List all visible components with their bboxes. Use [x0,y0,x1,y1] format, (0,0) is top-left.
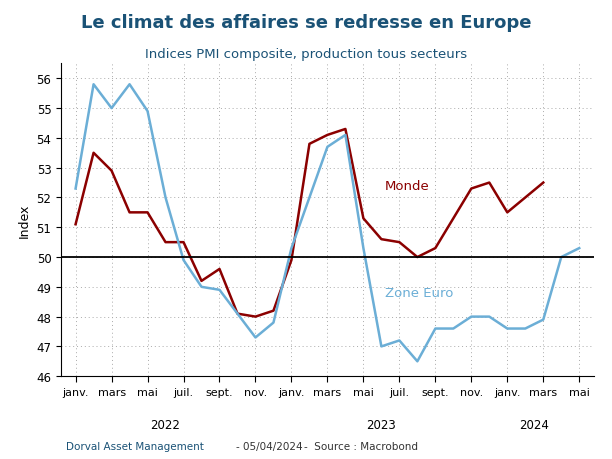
Text: Dorval Asset Management: Dorval Asset Management [65,441,204,451]
Y-axis label: Index: Index [18,203,31,237]
Text: 2022: 2022 [151,418,181,431]
Text: Monde: Monde [385,179,430,193]
Text: Indices PMI composite, production tous secteurs: Indices PMI composite, production tous s… [145,48,467,61]
Text: 2024: 2024 [520,418,549,431]
Text: - 05/04/2024: - 05/04/2024 [236,441,302,451]
Text: -  Source : Macrobond: - Source : Macrobond [304,441,418,451]
Text: 2023: 2023 [367,418,396,431]
Text: Zone Euro: Zone Euro [385,287,453,300]
Text: Le climat des affaires se redresse en Europe: Le climat des affaires se redresse en Eu… [81,14,531,32]
